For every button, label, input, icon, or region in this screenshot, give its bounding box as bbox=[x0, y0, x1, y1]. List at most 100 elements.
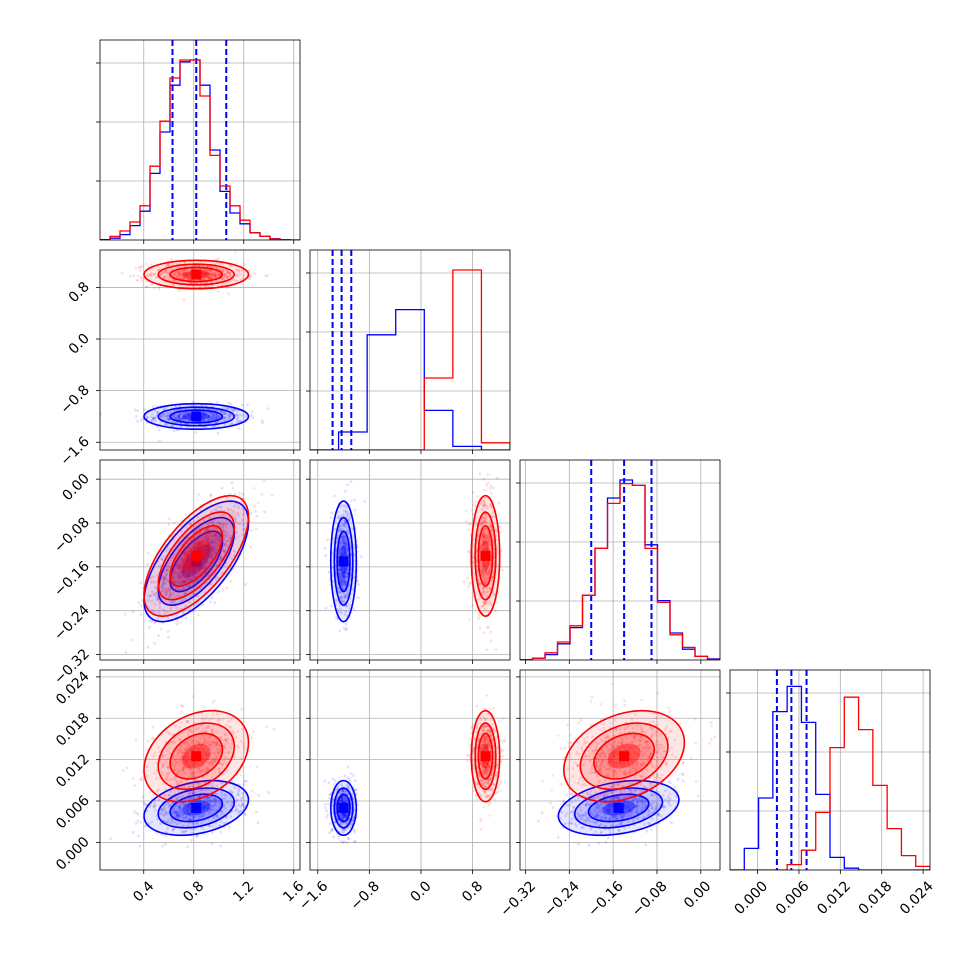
scatter-point bbox=[202, 272, 205, 276]
scatter-point bbox=[156, 411, 160, 415]
scatter-point bbox=[209, 549, 213, 553]
scatter-point bbox=[212, 415, 216, 418]
scatter-point bbox=[201, 278, 205, 282]
scatter-point bbox=[175, 428, 179, 432]
scatter-point bbox=[136, 279, 140, 283]
scatter-point bbox=[176, 266, 180, 269]
scatter-point bbox=[243, 779, 247, 783]
scatter-point bbox=[144, 262, 148, 266]
scatter-point bbox=[172, 521, 176, 525]
scatter-point bbox=[204, 284, 207, 288]
scatter-point bbox=[250, 410, 254, 414]
scatter-point bbox=[231, 278, 235, 282]
panel-content bbox=[100, 40, 300, 240]
scatter-point bbox=[202, 273, 206, 277]
scatter-point bbox=[229, 275, 233, 279]
scatter-point bbox=[179, 271, 183, 274]
scatter-point bbox=[267, 790, 271, 794]
scatter-point bbox=[164, 591, 168, 595]
scatter-point bbox=[186, 554, 190, 558]
scatter-point bbox=[211, 544, 214, 548]
scatter-point bbox=[206, 416, 210, 420]
scatter-point bbox=[476, 495, 480, 499]
scatter-point bbox=[483, 488, 486, 492]
scatter-point bbox=[204, 558, 208, 562]
scatter-point bbox=[202, 277, 206, 281]
scatter-point bbox=[208, 545, 212, 549]
scatter-point bbox=[215, 415, 219, 418]
histogram-blue bbox=[520, 479, 720, 660]
scatter-point bbox=[260, 492, 264, 496]
scatter-point bbox=[264, 725, 268, 729]
scatter-point bbox=[211, 541, 215, 545]
scatter-point bbox=[174, 417, 178, 421]
scatter-point bbox=[177, 273, 181, 277]
scatter-point bbox=[236, 416, 240, 420]
scatter-point bbox=[199, 567, 203, 571]
scatter-point bbox=[182, 416, 186, 419]
scatter-point bbox=[198, 541, 201, 544]
scatter-point bbox=[222, 418, 226, 422]
scatter-point bbox=[241, 507, 245, 511]
scatter-point bbox=[131, 638, 134, 642]
scatter-point bbox=[486, 625, 490, 629]
scatter-point bbox=[162, 580, 166, 584]
scatter-point bbox=[220, 283, 224, 287]
scatter-point bbox=[206, 544, 210, 547]
scatter-point bbox=[205, 528, 208, 532]
scatter-point bbox=[212, 799, 216, 803]
scatter-point bbox=[220, 410, 223, 414]
scatter-point bbox=[206, 527, 210, 530]
scatter-point bbox=[204, 276, 208, 279]
scatter-point bbox=[185, 276, 189, 280]
scatter-point bbox=[136, 812, 140, 816]
scatter-point bbox=[229, 264, 233, 268]
scatter-point bbox=[163, 834, 167, 838]
scatter-point bbox=[228, 271, 232, 275]
scatter-point bbox=[212, 417, 216, 421]
scatter-point bbox=[151, 608, 155, 612]
scatter-point bbox=[198, 285, 202, 289]
scatter-point bbox=[332, 835, 335, 839]
scatter-point bbox=[175, 622, 179, 626]
scatter-point bbox=[155, 598, 159, 601]
scatter-point bbox=[229, 579, 233, 583]
scatter-point bbox=[238, 491, 242, 495]
scatter-point bbox=[469, 522, 473, 526]
scatter-point bbox=[219, 844, 222, 848]
scatter-point bbox=[240, 413, 244, 417]
scatter-point bbox=[201, 603, 205, 607]
scatter-point bbox=[242, 783, 246, 786]
scatter-point bbox=[237, 427, 241, 431]
scatter-point bbox=[205, 527, 209, 531]
scatter-point bbox=[154, 802, 158, 806]
scatter-point bbox=[182, 276, 186, 280]
scatter-point bbox=[201, 271, 204, 275]
scatter-point bbox=[212, 414, 216, 417]
scatter-point bbox=[152, 417, 156, 420]
scatter-point bbox=[342, 626, 346, 630]
scatter-point bbox=[201, 270, 205, 274]
hist-panel-1 bbox=[306, 249, 511, 454]
scatter-point bbox=[250, 736, 253, 740]
scatter-point bbox=[195, 579, 199, 583]
scatter-point bbox=[180, 273, 184, 276]
scatter-point bbox=[123, 612, 127, 616]
scatter-point bbox=[205, 544, 209, 548]
scatter-point bbox=[158, 439, 161, 443]
scatter-point bbox=[210, 549, 214, 552]
scatter-point bbox=[227, 274, 231, 277]
scatter-point bbox=[151, 592, 155, 596]
scatter-point bbox=[227, 413, 231, 417]
scatter-point bbox=[251, 416, 255, 419]
scatter-point bbox=[151, 405, 155, 409]
scatter-point bbox=[150, 737, 154, 741]
scatter-point bbox=[172, 283, 175, 286]
scatter-point bbox=[162, 576, 166, 579]
hist-panel-2 bbox=[516, 459, 721, 664]
scatter-point bbox=[478, 627, 482, 631]
scatter-point bbox=[156, 265, 160, 269]
scatter-point bbox=[208, 600, 212, 604]
scatter-point bbox=[221, 269, 225, 273]
scatter-point bbox=[197, 527, 201, 530]
